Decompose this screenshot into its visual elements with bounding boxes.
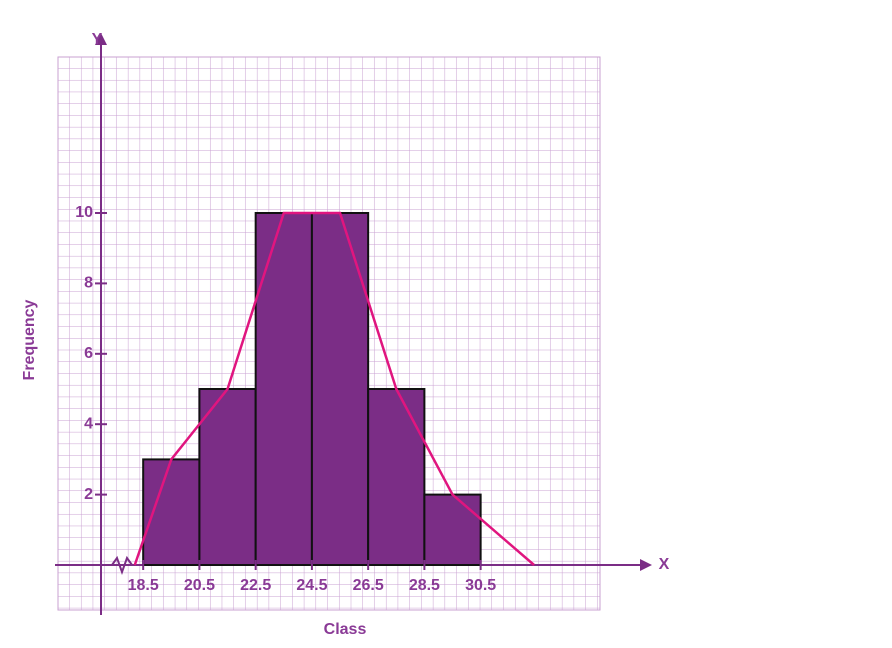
x-arrow <box>640 559 652 571</box>
bar <box>198 388 257 566</box>
y-tick-label: 2 <box>84 486 93 503</box>
bar <box>310 212 370 566</box>
frequency-polygon <box>133 211 535 566</box>
bar <box>423 493 482 567</box>
x-tick-label: 22.5 <box>240 577 271 594</box>
x-tick-label: 20.5 <box>184 577 215 594</box>
x-tick-label: 28.5 <box>409 577 440 594</box>
y-tick-label: 8 <box>84 275 93 292</box>
x-axis-label: Class <box>324 621 367 638</box>
y-axis-label: Frequency <box>21 299 38 380</box>
y-tick-label: 10 <box>75 204 93 221</box>
y-axis-name: Y <box>92 31 103 48</box>
bar <box>142 458 201 566</box>
bar <box>367 388 426 566</box>
y-tick-label: 6 <box>84 345 93 362</box>
axis-break <box>111 555 133 575</box>
x-axis-name: X <box>659 556 670 573</box>
x-tick-label: 18.5 <box>128 577 159 594</box>
bar <box>254 212 313 566</box>
x-tick-label: 26.5 <box>353 577 384 594</box>
x-tick-label: 30.5 <box>465 577 496 594</box>
y-tick-label: 4 <box>84 415 93 432</box>
y-arrow <box>95 33 107 45</box>
x-tick-label: 24.5 <box>296 577 327 594</box>
